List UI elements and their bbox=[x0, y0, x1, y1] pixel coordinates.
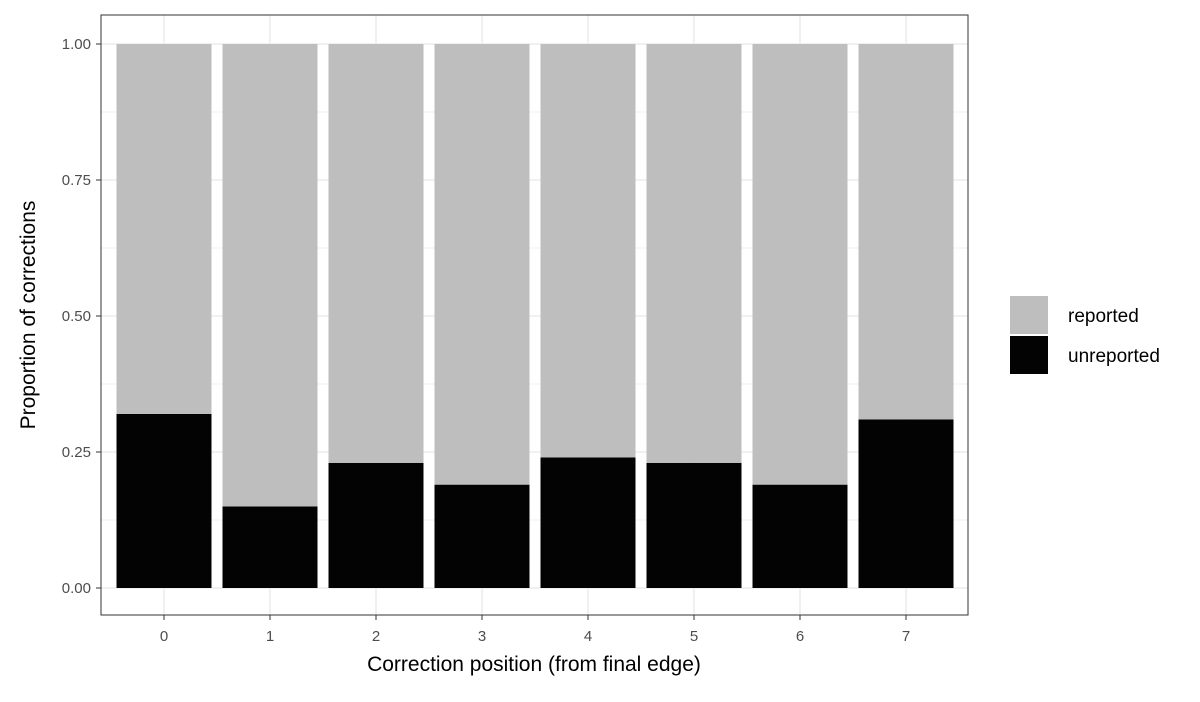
x-axis-title: Correction position (from final edge) bbox=[367, 653, 701, 676]
x-axis: 0 1 2 3 4 5 6 7 bbox=[160, 615, 910, 645]
x-tick-label: 1 bbox=[266, 628, 274, 645]
bar-unreported-0 bbox=[116, 413, 212, 588]
x-tick-label: 4 bbox=[584, 628, 592, 645]
bar-unreported-5 bbox=[646, 462, 742, 588]
bar-reported-0 bbox=[116, 44, 212, 414]
y-tick-label: 0.75 bbox=[62, 172, 91, 189]
bar-unreported-3 bbox=[434, 484, 530, 588]
bar-reported-4 bbox=[540, 44, 636, 458]
legend-label-reported: reported bbox=[1068, 306, 1139, 327]
x-tick-label: 7 bbox=[902, 628, 910, 645]
bar-reported-2 bbox=[328, 44, 424, 463]
legend: reported unreported bbox=[1010, 296, 1160, 374]
bar-unreported-2 bbox=[328, 462, 424, 588]
y-tick-label: 0.00 bbox=[62, 580, 91, 597]
plot-panel-border bbox=[100, 14, 969, 616]
y-tick-label: 1.00 bbox=[62, 36, 91, 53]
bar-reported-6 bbox=[752, 44, 848, 485]
legend-key-reported bbox=[1010, 296, 1048, 334]
x-tick-label: 0 bbox=[160, 628, 168, 645]
y-axis: 0.00 0.25 0.50 0.75 1.00 bbox=[62, 36, 101, 597]
bar-unreported-7 bbox=[858, 419, 954, 588]
legend-key-unreported bbox=[1010, 336, 1048, 374]
x-tick-label: 5 bbox=[690, 628, 698, 645]
bar-unreported-6 bbox=[752, 484, 848, 588]
bar-unreported-4 bbox=[540, 457, 636, 588]
y-tick-label: 0.50 bbox=[62, 308, 91, 325]
y-tick-label: 0.25 bbox=[62, 444, 91, 461]
x-tick-label: 6 bbox=[796, 628, 804, 645]
x-tick-label: 2 bbox=[372, 628, 380, 645]
x-tick-label: 3 bbox=[478, 628, 486, 645]
bars bbox=[116, 44, 954, 588]
legend-label-unreported: unreported bbox=[1068, 346, 1160, 367]
y-axis-title: Proportion of corrections bbox=[17, 201, 40, 430]
bar-reported-5 bbox=[646, 44, 742, 463]
bar-unreported-1 bbox=[222, 506, 318, 588]
bar-reported-3 bbox=[434, 44, 530, 485]
bar-reported-1 bbox=[222, 44, 318, 507]
bar-reported-7 bbox=[858, 44, 954, 420]
